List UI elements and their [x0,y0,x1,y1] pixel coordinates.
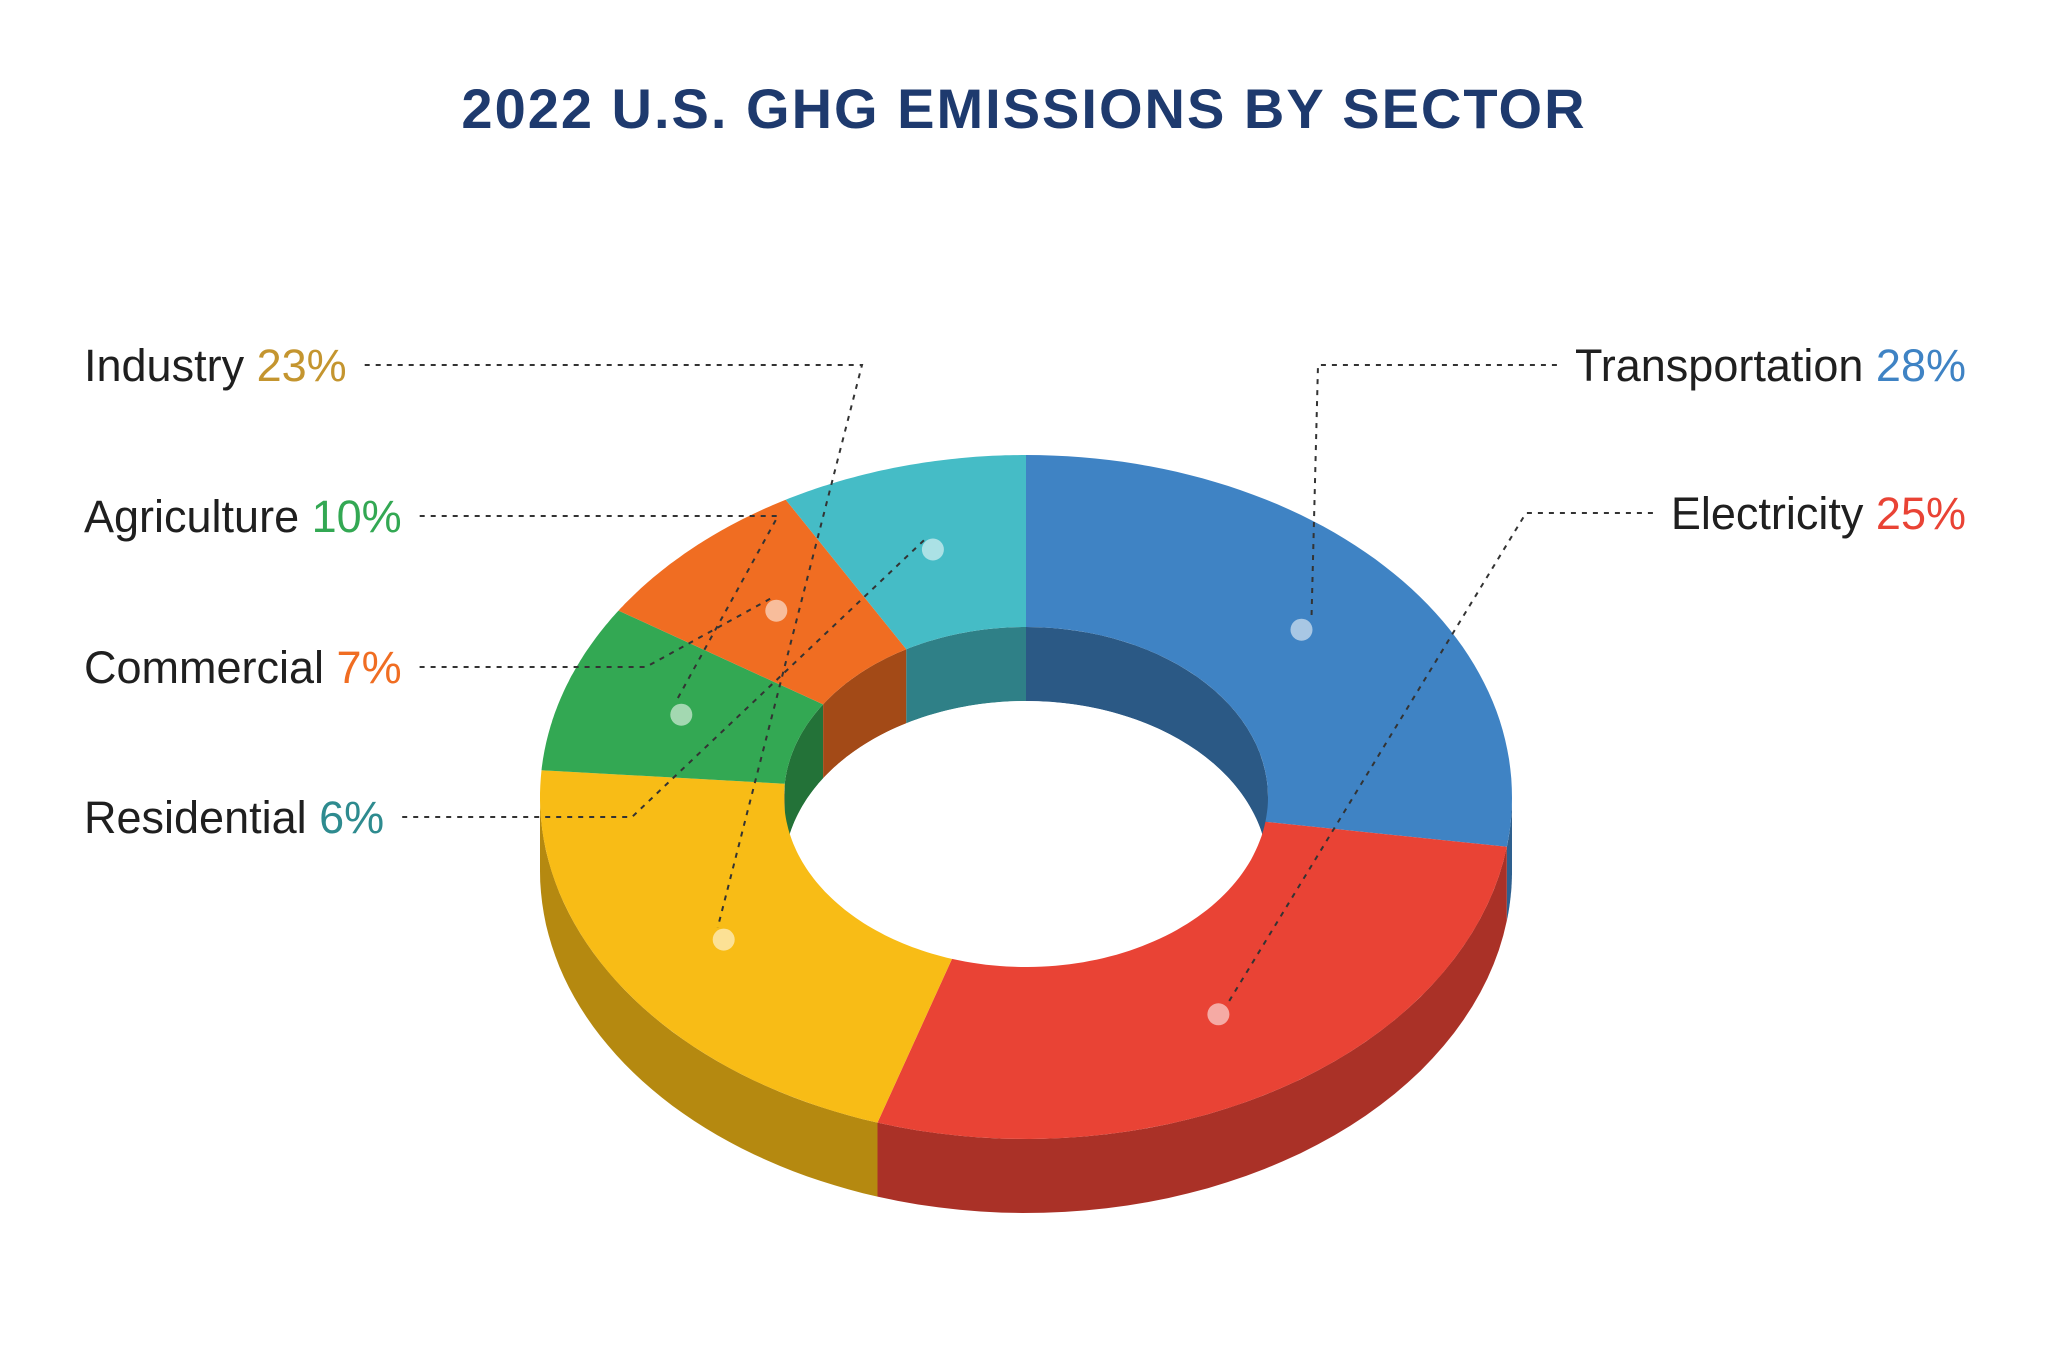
slice-label-text: Residential 6% [84,792,384,843]
inner-wall-residential [906,627,1026,724]
label-industry: Industry 23% [84,340,347,391]
donut-side-walls [540,797,1512,1213]
leader-line [419,597,771,668]
slice-transportation [1026,455,1512,847]
slice-marker-dot [921,538,944,561]
label-electricity: Electricity 25% [1671,488,1966,539]
slice-label-text: Transportation 28% [1575,340,1966,391]
slice-marker-dot [1290,618,1313,641]
inner-wall-agriculture [784,704,824,858]
slice-label-name: Commercial [84,642,337,693]
slice-label-name: Industry [84,340,257,391]
inner-wall-transportation [1026,627,1268,871]
slice-marker-dot [765,599,788,622]
slice-label-text: Electricity 25% [1671,488,1966,539]
leader-line [364,364,864,928]
slice-label-name: Electricity [1671,488,1876,539]
slice-label-text: Industry 23% [84,340,347,391]
slice-label-value: 6% [319,792,384,843]
slice-marker-dot [1207,1003,1230,1026]
slice-marker-dot [670,703,693,726]
slice-label-value: 7% [337,642,402,693]
chart-title: 2022 U.S. GHG EMISSIONS BY SECTOR [461,77,1586,140]
side-wall-transportation [1506,797,1512,921]
leader-line [1227,512,1653,1003]
label-residential: Residential 6% [84,792,384,843]
label-agriculture: Agriculture 10% [84,491,402,542]
slice-labels: Transportation 28% Electricity 25% Industr… [84,340,1966,843]
slice-commercial [618,499,907,705]
slice-agriculture [541,610,824,784]
inner-wall-commercial [823,649,907,779]
slice-label-value: 23% [257,340,347,391]
slice-label-value: 28% [1876,340,1966,391]
side-wall-electricity [877,846,1507,1213]
leader-line [1310,364,1557,618]
side-wall-industry [540,797,878,1197]
slice-electricity [877,821,1507,1139]
slice-label-text: Agriculture 10% [84,491,402,542]
slice-residential [785,455,1026,650]
slice-marker-dot [712,928,735,951]
slice-label-text: Commercial 7% [84,642,402,693]
label-leaders [364,364,1653,1003]
slice-label-value: 25% [1876,488,1966,539]
label-transportation: Transportation 28% [1575,340,1966,391]
slice-label-value: 10% [312,491,402,542]
slice-label-name: Agriculture [84,491,312,542]
label-commercial: Commercial 7% [84,642,402,693]
donut-top-faces [540,455,1512,1139]
slice-label-name: Residential [84,792,319,843]
slice-label-name: Transportation [1575,340,1876,391]
slice-industry [540,770,952,1123]
